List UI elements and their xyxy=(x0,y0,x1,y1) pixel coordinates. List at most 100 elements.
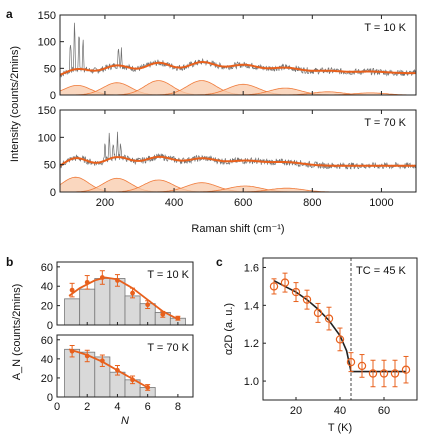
peak-area-4 xyxy=(60,186,416,192)
data-point xyxy=(115,367,120,373)
tc-label: TC = 45 K xyxy=(356,265,406,277)
bar xyxy=(79,288,96,326)
x-tick-label: 200 xyxy=(96,197,114,209)
y-tick-label: 20 xyxy=(41,373,53,385)
data-point xyxy=(69,348,75,354)
y-tick-label: 0 xyxy=(47,320,53,332)
x-tick-label: 0 xyxy=(54,401,60,413)
y-tick-label: 1.2 xyxy=(244,338,259,350)
data-point xyxy=(84,353,90,359)
x-tick-label: 6 xyxy=(145,401,151,413)
x-tick-label: 40 xyxy=(334,405,346,417)
panel-letter-c: c xyxy=(216,255,223,269)
axes-frame xyxy=(59,14,417,96)
y-tick-label: 1.4 xyxy=(244,300,259,312)
data-point xyxy=(145,385,151,390)
bar xyxy=(64,298,81,326)
fit-curve xyxy=(68,348,149,389)
data-point xyxy=(145,302,151,308)
y-axis-label: Intensity (counts/2mins) xyxy=(9,46,21,162)
data-point xyxy=(175,315,181,321)
peak-area-2 xyxy=(60,80,416,95)
y-tick-label: 1.0 xyxy=(244,376,259,388)
spectrum-panel-1 xyxy=(59,14,417,96)
y-tick-label: 100 xyxy=(38,37,56,49)
bar xyxy=(124,295,141,326)
x-tick-label: 20 xyxy=(290,405,302,417)
x-axis-label: Raman shift (cm⁻¹) xyxy=(191,223,284,235)
y-tick-label: 0 xyxy=(47,392,53,404)
axes-frame xyxy=(56,261,194,326)
y-tick-label: 0 xyxy=(50,90,56,102)
y-tick-label: 40 xyxy=(41,354,53,366)
spectrum-panel-2 xyxy=(59,109,417,193)
x-tick-label: 4 xyxy=(114,401,120,413)
bar xyxy=(94,278,111,326)
histogram-panel-2 xyxy=(56,334,194,398)
y-tick-label: 60 xyxy=(41,262,53,274)
peak-area-6 xyxy=(60,91,416,95)
data-point xyxy=(130,290,135,296)
data-point xyxy=(379,369,389,378)
y-tick-label: 100 xyxy=(38,132,56,144)
data-point xyxy=(401,365,411,374)
panel-letter-a: a xyxy=(6,7,13,21)
y-tick-label: 20 xyxy=(41,301,53,313)
x-tick-label: 2 xyxy=(84,401,90,413)
peak-area-2 xyxy=(60,180,416,192)
y-tick-label: 1.6 xyxy=(244,262,259,274)
x-tick-label: 1000 xyxy=(369,197,393,209)
data-point xyxy=(115,278,120,283)
axes-frame xyxy=(59,109,417,193)
y-axis-label: A_N (counts/2mins) xyxy=(11,284,23,381)
y-tick-label: 0 xyxy=(50,187,56,199)
data-point xyxy=(335,335,345,344)
data-point xyxy=(130,377,135,383)
data-point xyxy=(269,282,279,291)
x-tick-label: 600 xyxy=(234,197,252,209)
temperature-label: T = 70 K xyxy=(364,117,406,129)
bar xyxy=(109,371,126,398)
temperature-label: T = 70 K xyxy=(147,342,189,354)
data-point xyxy=(324,314,334,323)
x-tick-label: 400 xyxy=(165,197,183,209)
panel-letter-b: b xyxy=(6,255,13,269)
fit-curve xyxy=(59,61,416,76)
data-point xyxy=(390,369,400,378)
data-point xyxy=(280,278,290,287)
raw-spectrum xyxy=(59,131,416,170)
histogram-panel-1 xyxy=(56,261,194,326)
temperature-label: T = 10 K xyxy=(147,269,189,281)
y-tick-label: 150 xyxy=(38,105,56,117)
peak-area-1 xyxy=(60,178,416,192)
data-point xyxy=(69,287,75,293)
fit-curve xyxy=(59,155,416,167)
peak-area-4 xyxy=(60,84,416,95)
x-tick-label: 8 xyxy=(175,401,181,413)
data-point xyxy=(99,358,105,364)
x-axis-label: N xyxy=(121,415,129,427)
data-point xyxy=(357,361,367,371)
fit-curve xyxy=(273,279,406,373)
y-tick-label: 50 xyxy=(44,160,56,172)
data-point xyxy=(313,308,323,318)
data-point xyxy=(291,287,301,297)
x-axis-label: T (K) xyxy=(328,422,352,434)
data-point xyxy=(368,369,378,378)
peak-area-1 xyxy=(60,82,416,95)
raw-spectrum xyxy=(59,22,416,78)
scatter-panel xyxy=(262,257,418,401)
data-point xyxy=(302,295,312,304)
y-axis-label: α2D (a. u.) xyxy=(223,303,235,355)
data-point xyxy=(84,279,90,285)
x-tick-label: 800 xyxy=(303,197,321,209)
data-point xyxy=(346,357,356,367)
x-tick-label: 60 xyxy=(378,405,390,417)
temperature-label: T = 10 K xyxy=(364,22,406,34)
y-tick-label: 150 xyxy=(38,10,56,22)
y-tick-label: 60 xyxy=(41,335,53,347)
axes-frame xyxy=(56,334,194,398)
y-tick-label: 50 xyxy=(44,63,56,75)
data-point xyxy=(160,311,166,317)
